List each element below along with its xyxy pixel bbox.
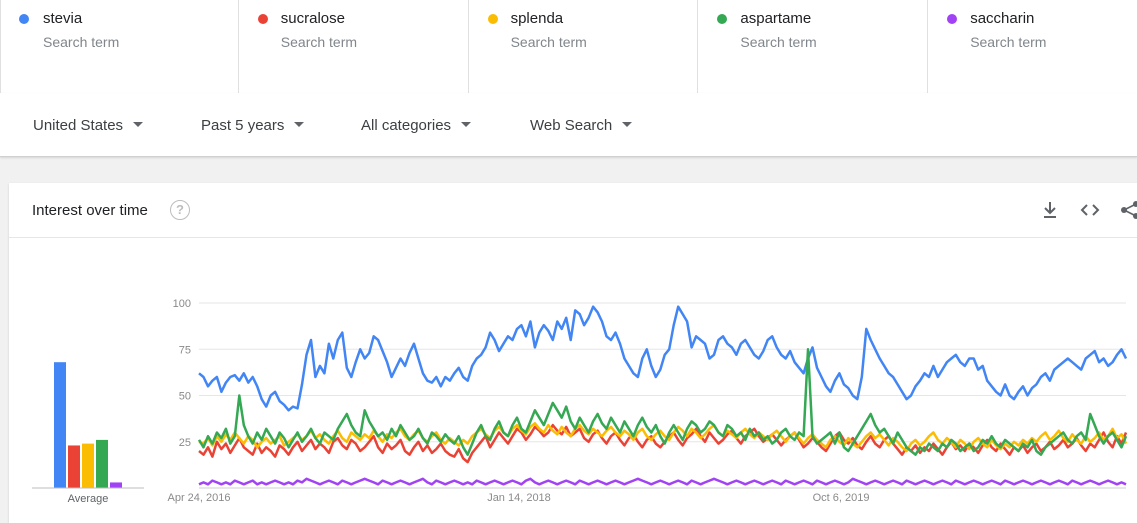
region-dropdown-label: United States <box>33 117 124 134</box>
chart-series-lines <box>197 305 1128 486</box>
caret-down-icon <box>294 121 305 127</box>
term-name[interactable]: stevia <box>43 10 83 27</box>
download-icon[interactable] <box>1039 199 1061 221</box>
term-card-splenda[interactable]: splenda Search term <box>469 0 699 93</box>
series-color-dot <box>487 14 498 24</box>
term-subtitle: Search term <box>43 34 120 50</box>
y-tick-label: 100 <box>173 298 191 310</box>
average-bar-stevia[interactable] <box>54 362 66 488</box>
time-range-dropdown[interactable]: Past 5 years <box>201 117 305 134</box>
term-subtitle: Search term <box>280 34 358 50</box>
average-label: Average <box>68 493 109 505</box>
search-terms-bar: stevia Search term sucralose Search term… <box>0 0 1137 93</box>
filter-bar: United States Past 5 years All categorie… <box>0 93 1137 157</box>
series-color-dot <box>947 14 958 24</box>
x-tick-label: Oct 6, 2019 <box>813 492 870 504</box>
interest-chart[interactable]: Average 100 75 50 25 Apr 24, 2016 Jan 14, 20… <box>9 183 1137 510</box>
chart-x-tick-labels: Apr 24, 2016 Jan 14, 2018 Oct 6, 2019 <box>168 492 870 504</box>
x-tick-label: Jan 14, 2018 <box>487 492 551 504</box>
caret-down-icon <box>133 121 144 127</box>
series-color-dot <box>19 14 29 24</box>
term-name[interactable]: sucralose <box>280 10 345 27</box>
caret-down-icon <box>622 121 633 127</box>
series-color-dot <box>257 14 268 24</box>
region-dropdown[interactable]: United States <box>33 117 144 134</box>
average-bar-aspartame[interactable] <box>96 439 108 488</box>
card-title: Interest over time <box>32 202 148 219</box>
average-bar-saccharin[interactable] <box>110 482 122 488</box>
card-header: Interest over time ? <box>9 183 1137 238</box>
time-range-dropdown-label: Past 5 years <box>201 117 285 134</box>
term-card-aspartame[interactable]: aspartame Search term <box>698 0 929 93</box>
term-card-saccharin[interactable]: saccharin Search term <box>928 0 1137 93</box>
term-name[interactable]: splenda <box>510 10 564 27</box>
term-name[interactable]: saccharin <box>970 10 1035 27</box>
average-bar-sucralose[interactable] <box>68 445 80 488</box>
term-subtitle: Search term <box>510 34 587 50</box>
y-tick-label: 25 <box>179 437 191 449</box>
question-mark-icon[interactable]: ? <box>170 200 190 220</box>
term-name[interactable]: aspartame <box>740 10 812 27</box>
term-subtitle: Search term <box>740 34 817 50</box>
interest-over-time-card: Interest over time ? Average 100 75 50 25 A… <box>9 183 1137 523</box>
category-dropdown-label: All categories <box>361 117 452 134</box>
search-type-dropdown-label: Web Search <box>530 117 613 134</box>
term-card-stevia[interactable]: stevia Search term <box>0 0 239 93</box>
term-card-sucralose[interactable]: sucralose Search term <box>239 0 469 93</box>
caret-down-icon <box>461 121 472 127</box>
x-tick-label: Apr 24, 2016 <box>168 492 231 504</box>
series-color-dot <box>717 14 728 24</box>
y-tick-label: 75 <box>179 344 191 356</box>
y-tick-label: 50 <box>179 391 191 403</box>
average-bars: Average <box>32 362 144 505</box>
series-line-stevia[interactable] <box>198 305 1128 412</box>
term-subtitle: Search term <box>970 34 1047 50</box>
series-line-aspartame[interactable] <box>197 348 1128 456</box>
chart-gridlines: 100 75 50 25 <box>173 298 1126 489</box>
series-line-saccharin[interactable] <box>198 477 1127 486</box>
share-icon[interactable] <box>1119 199 1137 221</box>
search-type-dropdown[interactable]: Web Search <box>530 117 633 134</box>
category-dropdown[interactable]: All categories <box>361 117 472 134</box>
average-bar-splenda[interactable] <box>82 443 94 488</box>
embed-code-icon[interactable] <box>1079 199 1101 221</box>
